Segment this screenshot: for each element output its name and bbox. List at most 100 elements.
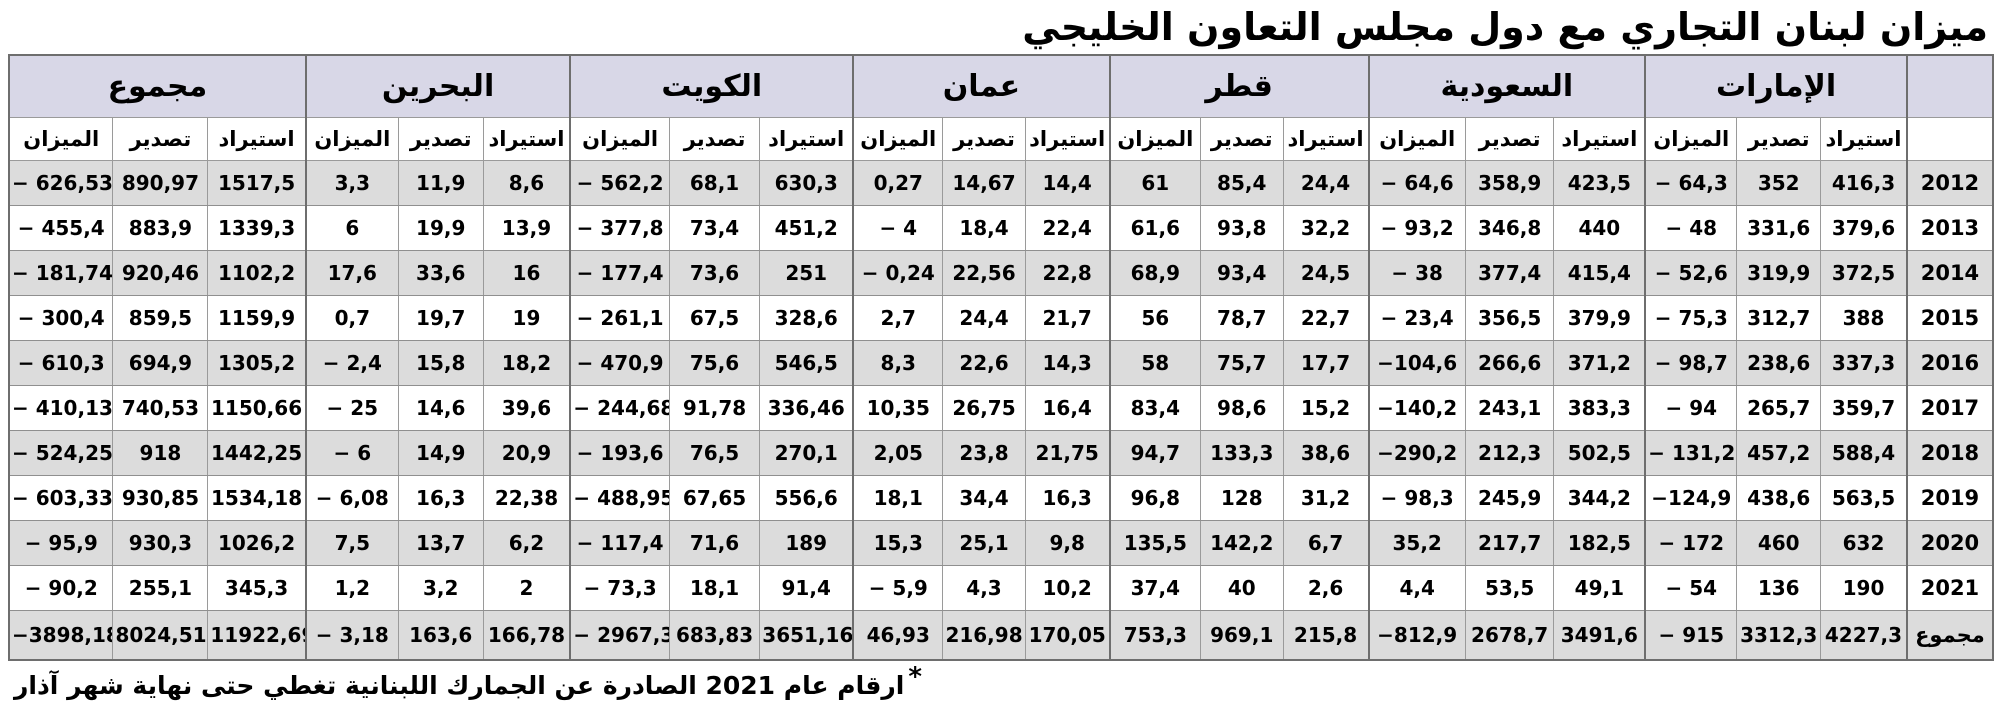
qatar-balance-header: الميزان bbox=[1109, 116, 1201, 161]
oman-export-value: 14,67 bbox=[942, 159, 1026, 206]
table-row: 2018 588,4 457,2− 131,2 502,5 212,3 −290,2 38,… bbox=[8, 429, 1995, 476]
saudi-balance-value: − 98,3 bbox=[1368, 474, 1466, 521]
kuwait-export-value: 75,6 bbox=[668, 339, 761, 386]
bahrain-export-value: 13,7 bbox=[397, 519, 484, 566]
uae-export-value: 265,7 bbox=[1736, 384, 1822, 431]
saudi-balance-value: −104,6 bbox=[1368, 339, 1466, 386]
footnote: *ارقام عام 2021 الصادرة عن الجمارك اللبن… bbox=[0, 664, 936, 700]
saudi-import-value: 49,1 bbox=[1553, 564, 1647, 611]
bahrain-import-header: استيراد bbox=[482, 116, 572, 161]
total-import-value: 1159,9 bbox=[207, 294, 307, 341]
qatar-balance-value: 56 bbox=[1109, 294, 1201, 341]
total-export-value: 930,3 bbox=[112, 519, 209, 566]
bahrain-export-header: تصدير bbox=[397, 116, 484, 161]
uae-import-value: 416,3 bbox=[1820, 159, 1908, 206]
year-cell: مجموع bbox=[1906, 609, 1995, 661]
uae-balance-value: − 131,2 bbox=[1644, 429, 1738, 476]
saudi-import-value: 423,5 bbox=[1553, 159, 1647, 206]
uae-import-value: 372,5 bbox=[1820, 249, 1908, 296]
oman-import-value: 9,8 bbox=[1024, 519, 1111, 566]
bahrain-balance-value: 3,3 bbox=[305, 159, 399, 206]
kuwait-export-value: 683,83 bbox=[668, 609, 761, 661]
bahrain-import-value: 19 bbox=[482, 294, 572, 341]
bahrain-balance-value: 6 bbox=[305, 204, 399, 251]
total-export-value: 890,97 bbox=[112, 159, 209, 206]
kuwait-balance-value: − 193,6 bbox=[569, 429, 670, 476]
qatar-import-value: 24,4 bbox=[1282, 159, 1370, 206]
saudi-export-value: 212,3 bbox=[1464, 429, 1555, 476]
table-row: مجموع 4227,3 3312,3− 915 3491,6 2678,7 −812,9… bbox=[8, 609, 1995, 661]
saudi-export-value: 245,9 bbox=[1464, 474, 1555, 521]
total-balance-value: − 300,4 bbox=[8, 294, 114, 341]
qatar-import-value: 17,7 bbox=[1282, 339, 1370, 386]
oman-export-value: 24,4 bbox=[942, 294, 1026, 341]
oman-balance-header: الميزان bbox=[852, 116, 944, 161]
uae-import-value: 190 bbox=[1820, 564, 1908, 611]
total-export-value: 859,5 bbox=[112, 294, 209, 341]
saudi-import-value: 344,2 bbox=[1553, 474, 1647, 521]
uae-export-value: 352 bbox=[1736, 159, 1822, 206]
bahrain-export-value: 15,8 bbox=[397, 339, 484, 386]
bahrain-import-value: 18,2 bbox=[482, 339, 572, 386]
kuwait-balance-value: − 73,3 bbox=[569, 564, 670, 611]
uae-balance-value: − 52,6 bbox=[1644, 249, 1738, 296]
group-header-saudi: السعودية bbox=[1368, 54, 1647, 118]
year-cell: 2016 bbox=[1906, 339, 1995, 386]
uae-import-value: 632 bbox=[1820, 519, 1908, 566]
qatar-export-value: 128 bbox=[1199, 474, 1284, 521]
bahrain-export-value: 16,3 bbox=[397, 474, 484, 521]
uae-export-value: 460 bbox=[1736, 519, 1822, 566]
bahrain-export-value: 14,9 bbox=[397, 429, 484, 476]
total-export-value: 740,53 bbox=[112, 384, 209, 431]
oman-import-header: استيراد bbox=[1024, 116, 1111, 161]
kuwait-export-value: 73,4 bbox=[668, 204, 761, 251]
oman-import-value: 16,3 bbox=[1024, 474, 1111, 521]
saudi-export-value: 2678,7 bbox=[1464, 609, 1555, 661]
saudi-export-value: 356,5 bbox=[1464, 294, 1555, 341]
qatar-balance-value: 68,9 bbox=[1109, 249, 1201, 296]
saudi-balance-value: − 38 bbox=[1368, 249, 1466, 296]
total-import-value: 1305,2 bbox=[207, 339, 307, 386]
total-export-value: 8024,51 bbox=[112, 609, 209, 661]
kuwait-import-value: 451,2 bbox=[759, 204, 855, 251]
saudi-balance-value: 4,4 bbox=[1368, 564, 1466, 611]
table-row: 2021 190 136− 54 49,1 53,5 4,4 2,6 40 37,4 10,2 4,… bbox=[8, 564, 1995, 611]
saudi-export-value: 377,4 bbox=[1464, 249, 1555, 296]
kuwait-balance-value: − 562,2 bbox=[569, 159, 670, 206]
uae-import-value: 388 bbox=[1820, 294, 1908, 341]
kuwait-export-value: 71,6 bbox=[668, 519, 761, 566]
uae-balance-value: − 98,7 bbox=[1644, 339, 1738, 386]
uae-import-value: 359,7 bbox=[1820, 384, 1908, 431]
oman-export-value: 4,3 bbox=[942, 564, 1026, 611]
kuwait-balance-value: − 488,95 bbox=[569, 474, 670, 521]
bahrain-export-value: 19,7 bbox=[397, 294, 484, 341]
qatar-export-value: 98,6 bbox=[1199, 384, 1284, 431]
kuwait-import-header: استيراد bbox=[759, 116, 855, 161]
uae-balance-header: الميزان bbox=[1644, 116, 1738, 161]
saudi-balance-value: − 93,2 bbox=[1368, 204, 1466, 251]
qatar-import-value: 38,6 bbox=[1282, 429, 1370, 476]
table-row: 2012 416,3 352− 64,3 423,5 358,9− 64,6 24,4 85… bbox=[8, 159, 1995, 206]
oman-import-value: 14,4 bbox=[1024, 159, 1111, 206]
kuwait-import-value: 630,3 bbox=[759, 159, 855, 206]
uae-export-value: 312,7 bbox=[1736, 294, 1822, 341]
group-header-kuwait: الكويت bbox=[569, 54, 855, 118]
qatar-import-value: 31,2 bbox=[1282, 474, 1370, 521]
oman-balance-value: 8,3 bbox=[852, 339, 944, 386]
kuwait-balance-value: − 470,9 bbox=[569, 339, 670, 386]
saudi-export-value: 346,8 bbox=[1464, 204, 1555, 251]
bahrain-export-value: 11,9 bbox=[397, 159, 484, 206]
saudi-balance-value: − 23,4 bbox=[1368, 294, 1466, 341]
kuwait-import-value: 91,4 bbox=[759, 564, 855, 611]
saudi-export-value: 217,7 bbox=[1464, 519, 1555, 566]
qatar-export-value: 133,3 bbox=[1199, 429, 1284, 476]
oman-balance-value: 46,93 bbox=[852, 609, 944, 661]
total-export-value: 883,9 bbox=[112, 204, 209, 251]
year-cell: 2013 bbox=[1906, 204, 1995, 251]
total-import-value: 11922,69 bbox=[207, 609, 307, 661]
saudi-balance-value: −140,2 bbox=[1368, 384, 1466, 431]
uae-import-header: استيراد bbox=[1820, 116, 1908, 161]
total-balance-value: − 95,9 bbox=[8, 519, 114, 566]
kuwait-export-value: 76,5 bbox=[668, 429, 761, 476]
total-balance-value: − 90,2 bbox=[8, 564, 114, 611]
